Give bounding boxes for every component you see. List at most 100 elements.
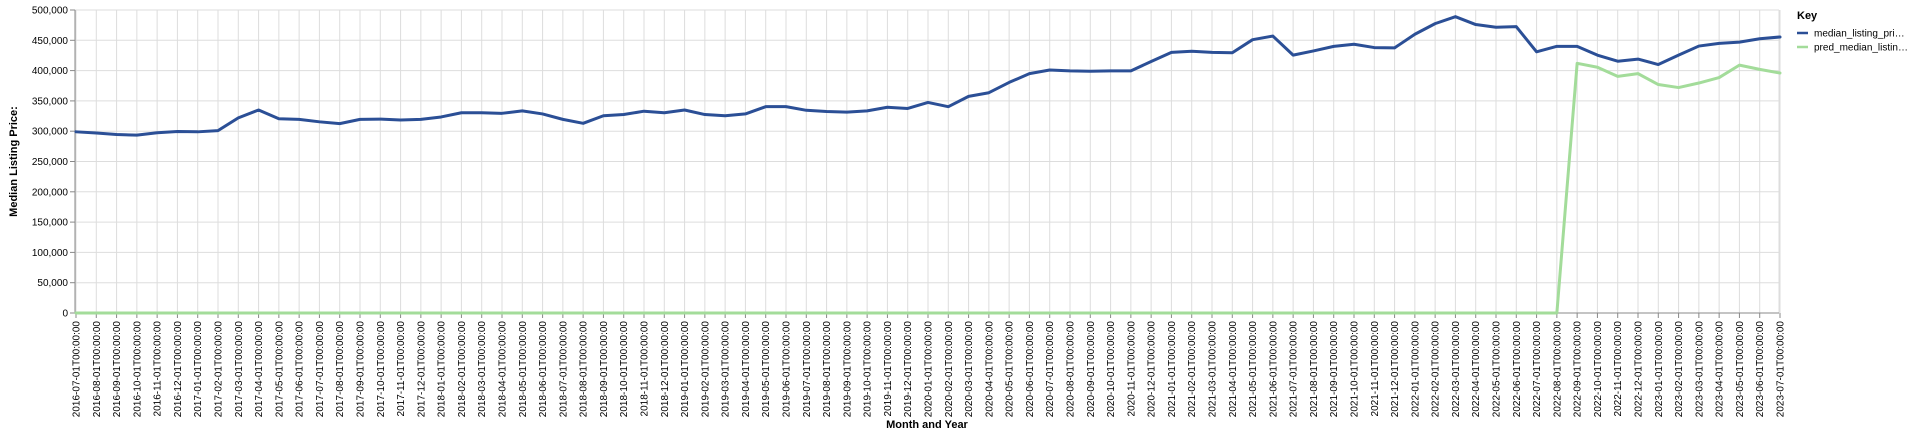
- x-tick-label: 2021-12-01T00:00:00: [1390, 321, 1401, 418]
- x-tick-label: 2017-12-01T00:00:00: [416, 321, 427, 418]
- x-tick-label: 2018-11-01T00:00:00: [640, 321, 651, 417]
- x-tick-label: 2022-06-01T00:00:00: [1512, 321, 1523, 418]
- x-tick-label: 2017-03-01T00:00:00: [234, 321, 245, 418]
- x-tick-label: 2020-10-01T00:00:00: [1106, 321, 1117, 418]
- x-tick-label: 2019-02-01T00:00:00: [700, 321, 711, 418]
- x-tick-label: 2018-10-01T00:00:00: [619, 321, 630, 418]
- y-tick-label: 250,000: [32, 157, 69, 168]
- x-tick-label: 2020-05-01T00:00:00: [1005, 321, 1016, 418]
- x-tick-label: 2022-02-01T00:00:00: [1431, 321, 1442, 418]
- x-tick-label: 2020-12-01T00:00:00: [1147, 321, 1158, 418]
- x-tick-label: 2022-09-01T00:00:00: [1573, 321, 1584, 418]
- x-tick-label: 2020-06-01T00:00:00: [1025, 321, 1036, 418]
- legend-label: median_listing_pri…: [1814, 29, 1905, 40]
- x-tick-label: 2020-04-01T00:00:00: [984, 321, 995, 418]
- x-tick-label: 2020-03-01T00:00:00: [964, 321, 975, 418]
- y-tick-label: 50,000: [37, 278, 68, 289]
- series-line-pred-median-listin: [74, 61, 1782, 315]
- y-tick-label: 400,000: [32, 66, 69, 77]
- x-tick-label: 2018-05-01T00:00:00: [518, 321, 529, 418]
- x-tick-label: 2019-12-01T00:00:00: [903, 321, 914, 418]
- x-axis-title: Month and Year: [886, 419, 968, 431]
- x-tick-label: 2019-10-01T00:00:00: [863, 321, 874, 418]
- x-axis: 2016-07-01T00:00:00 2016-08-01T00:00:00 20…: [72, 312, 1787, 418]
- x-tick-label: 2018-01-01T00:00:00: [437, 321, 448, 418]
- x-tick-label: 2021-06-01T00:00:00: [1268, 321, 1279, 418]
- x-tick-label: 2020-01-01T00:00:00: [924, 321, 935, 418]
- x-tick-label: 2019-03-01T00:00:00: [721, 321, 732, 418]
- y-tick-label: 0: [62, 309, 68, 320]
- y-tick-label: 100,000: [32, 248, 69, 259]
- x-tick-label: 2017-05-01T00:00:00: [274, 321, 285, 418]
- x-tick-label: 2019-08-01T00:00:00: [822, 321, 833, 418]
- x-tick-label: 2018-09-01T00:00:00: [599, 321, 610, 418]
- x-tick-label: 2020-11-01T00:00:00: [1126, 321, 1137, 417]
- x-tick-label: 2023-03-01T00:00:00: [1694, 321, 1705, 418]
- x-tick-label: 2022-07-01T00:00:00: [1532, 321, 1543, 418]
- x-tick-label: 2018-04-01T00:00:00: [498, 321, 509, 418]
- y-tick-label: 150,000: [32, 218, 69, 229]
- legend-title: Key: [1797, 10, 1818, 22]
- x-tick-label: 2017-02-01T00:00:00: [214, 321, 225, 418]
- x-tick-label: 2023-01-01T00:00:00: [1654, 321, 1665, 418]
- x-tick-label: 2023-06-01T00:00:00: [1755, 321, 1766, 418]
- y-tick-label: 350,000: [32, 96, 69, 107]
- x-tick-label: 2017-09-01T00:00:00: [356, 321, 367, 418]
- x-tick-label: 2021-02-01T00:00:00: [1187, 321, 1198, 418]
- x-tick-label: 2020-02-01T00:00:00: [944, 321, 955, 418]
- x-tick-label: 2017-10-01T00:00:00: [376, 321, 387, 418]
- y-axis: 0 50,000 100,000 150,000 200,000 250,000 300,0…: [32, 6, 76, 320]
- x-tick-label: 2019-06-01T00:00:00: [782, 321, 793, 418]
- legend: Key median_listing_pri… pred_median_listi…: [1797, 10, 1908, 54]
- x-tick-label: 2021-08-01T00:00:00: [1309, 321, 1320, 418]
- x-tick-label: 2019-11-01T00:00:00: [883, 321, 894, 417]
- x-tick-label: 2016-07-01T00:00:00: [72, 321, 83, 418]
- x-tick-label: 2017-01-01T00:00:00: [193, 321, 204, 418]
- grid: [74, 9, 1781, 314]
- x-tick-label: 2018-03-01T00:00:00: [477, 321, 488, 418]
- x-tick-label: 2019-07-01T00:00:00: [802, 321, 813, 418]
- x-tick-label: 2021-09-01T00:00:00: [1329, 321, 1340, 418]
- x-tick-label: 2016-10-01T00:00:00: [132, 321, 143, 418]
- x-tick-label: 2016-11-01T00:00:00: [153, 321, 164, 417]
- x-tick-label: 2022-01-01T00:00:00: [1410, 321, 1421, 418]
- legend-label: pred_median_listin…: [1814, 43, 1908, 54]
- x-tick-label: 2021-03-01T00:00:00: [1208, 321, 1219, 418]
- x-tick-label: 2019-01-01T00:00:00: [680, 321, 691, 418]
- x-tick-label: 2016-08-01T00:00:00: [92, 321, 103, 418]
- x-tick-label: 2023-04-01T00:00:00: [1715, 321, 1726, 418]
- x-tick-label: 2019-09-01T00:00:00: [842, 321, 853, 418]
- x-tick-label: 2021-11-01T00:00:00: [1370, 321, 1381, 417]
- y-tick-label: 450,000: [32, 36, 69, 47]
- x-tick-label: 2023-02-01T00:00:00: [1674, 321, 1685, 418]
- x-tick-label: 2020-09-01T00:00:00: [1086, 321, 1097, 418]
- x-tick-label: 2016-09-01T00:00:00: [112, 321, 123, 418]
- x-tick-label: 2017-06-01T00:00:00: [295, 321, 306, 418]
- x-tick-label: 2017-04-01T00:00:00: [254, 321, 265, 418]
- x-tick-label: 2022-03-01T00:00:00: [1451, 321, 1462, 418]
- x-tick-label: 2022-05-01T00:00:00: [1492, 321, 1503, 418]
- x-tick-label: 2019-05-01T00:00:00: [761, 321, 772, 418]
- x-tick-label: 2022-08-01T00:00:00: [1552, 321, 1563, 418]
- x-tick-label: 2019-04-01T00:00:00: [741, 321, 752, 418]
- series-layer: [74, 15, 1782, 315]
- x-tick-label: 2018-12-01T00:00:00: [660, 321, 671, 418]
- x-tick-label: 2023-05-01T00:00:00: [1735, 321, 1746, 418]
- x-tick-label: 2022-10-01T00:00:00: [1593, 321, 1604, 418]
- x-tick-label: 2021-01-01T00:00:00: [1167, 321, 1178, 418]
- x-tick-label: 2021-07-01T00:00:00: [1289, 321, 1300, 418]
- series-line-median-listing-pri: [74, 15, 1782, 137]
- y-tick-label: 200,000: [32, 187, 69, 198]
- x-tick-label: 2021-10-01T00:00:00: [1350, 321, 1361, 418]
- x-tick-label: 2017-08-01T00:00:00: [335, 321, 346, 418]
- y-tick-label: 500,000: [32, 6, 69, 17]
- x-tick-label: 2018-02-01T00:00:00: [457, 321, 468, 418]
- y-tick-label: 300,000: [32, 127, 69, 138]
- x-tick-label: 2022-11-01T00:00:00: [1613, 321, 1624, 417]
- x-tick-label: 2017-07-01T00:00:00: [315, 321, 326, 418]
- x-tick-label: 2016-12-01T00:00:00: [173, 321, 184, 418]
- x-tick-label: 2022-12-01T00:00:00: [1634, 321, 1645, 418]
- x-tick-label: 2018-07-01T00:00:00: [558, 321, 569, 418]
